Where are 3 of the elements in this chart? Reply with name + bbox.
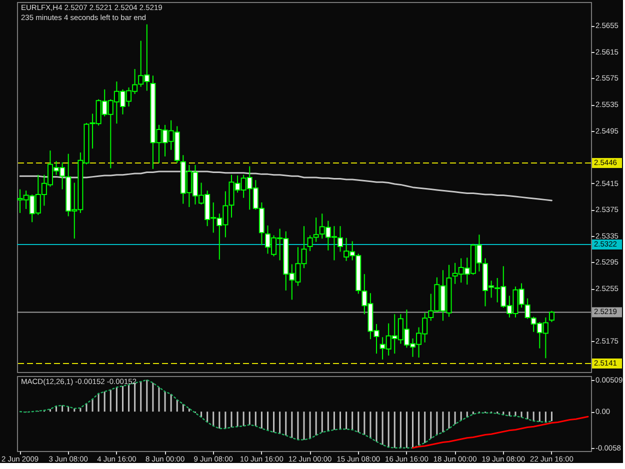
line-series — [412, 416, 589, 449]
candlestick — [548, 310, 554, 323]
line-series — [19, 379, 552, 448]
